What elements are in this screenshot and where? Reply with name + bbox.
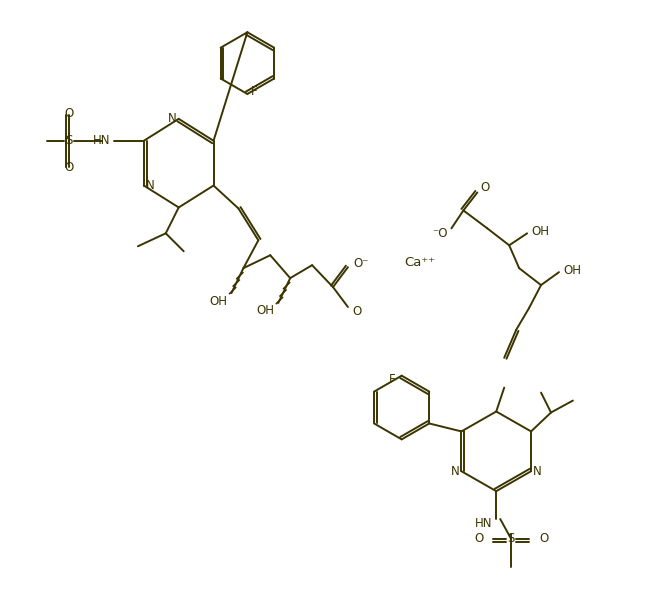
Text: N: N [451, 465, 459, 478]
Text: O: O [474, 533, 483, 545]
Text: F: F [389, 373, 396, 386]
Text: N: N [533, 465, 542, 478]
Text: ⁻O: ⁻O [432, 227, 448, 240]
Text: OH: OH [256, 304, 274, 317]
Text: OH: OH [209, 295, 228, 307]
Text: F: F [252, 85, 258, 98]
Text: HN: HN [92, 134, 110, 147]
Text: O: O [352, 306, 361, 318]
Text: OH: OH [531, 225, 549, 238]
Text: Ca⁺⁺: Ca⁺⁺ [404, 256, 435, 268]
Text: O: O [64, 161, 74, 174]
Text: OH: OH [563, 264, 581, 277]
Text: S: S [66, 134, 73, 147]
Text: O: O [539, 533, 548, 545]
Text: N: N [168, 112, 177, 125]
Text: HN: HN [475, 517, 492, 529]
Text: O: O [64, 107, 74, 120]
Text: O: O [480, 181, 489, 194]
Text: N: N [146, 179, 155, 192]
Text: O⁻: O⁻ [353, 257, 369, 270]
Text: S: S [507, 533, 515, 545]
